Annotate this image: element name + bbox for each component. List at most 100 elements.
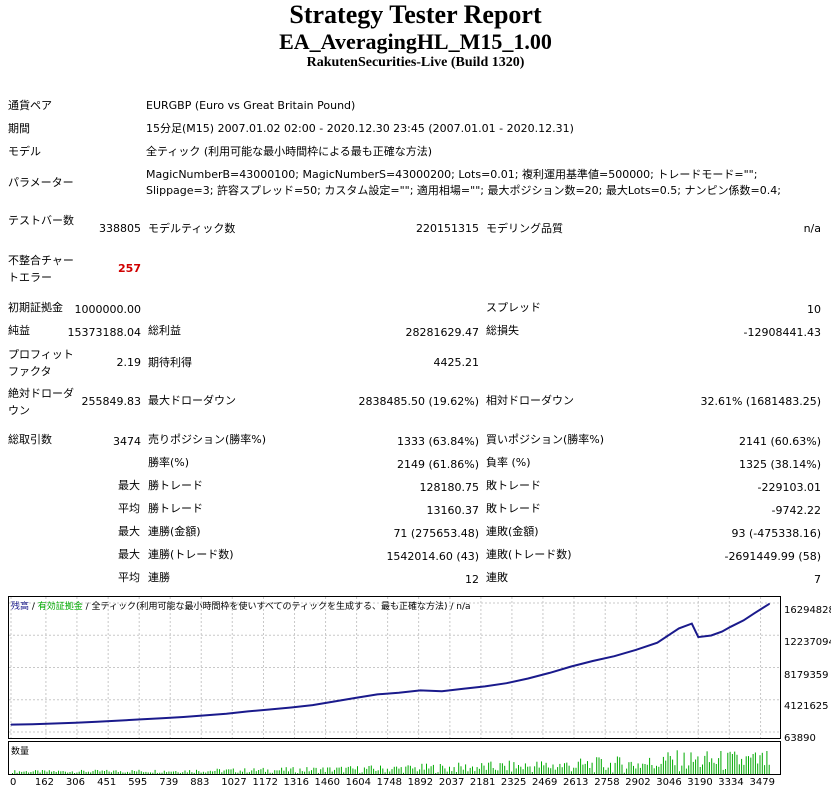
volume-bar [350, 766, 352, 774]
volume-bar [253, 768, 255, 774]
symbol-label: 通貨ペア [8, 99, 52, 112]
balance-point [182, 716, 184, 718]
volume-bar [292, 767, 294, 774]
volume-bar [469, 767, 471, 774]
volume-bar [260, 769, 262, 774]
max-drawdown-label: 最大ドローダウン [148, 394, 236, 407]
volume-bar [547, 767, 549, 774]
x-tick-label: 1892 [407, 777, 434, 788]
volume-bar [366, 768, 368, 774]
volume-bar [752, 754, 754, 774]
volume-bar [757, 763, 759, 774]
volume-bar [23, 771, 25, 774]
volume-bar [706, 751, 708, 774]
volume-bar [230, 769, 232, 774]
volume-bar [267, 769, 269, 774]
volume-bar [44, 770, 46, 774]
volume-bar [228, 769, 230, 774]
volume-bar [738, 764, 740, 774]
volume-bar [76, 772, 78, 774]
volume-bar [692, 761, 694, 774]
volume-bar [628, 762, 630, 774]
volume-bar [552, 764, 554, 774]
volume-bar [688, 765, 690, 774]
avg-loss-trade-label: 敗トレード [486, 502, 541, 515]
volume-bar [78, 771, 80, 774]
volume-bar [506, 770, 508, 774]
volume-bar [596, 757, 598, 774]
volume-bar [198, 771, 200, 774]
volume-bar [400, 767, 402, 774]
volume-bar [702, 764, 703, 774]
balance-point [355, 697, 357, 699]
volume-bar [299, 768, 301, 774]
volume-bar [322, 767, 324, 774]
volume-bar [35, 770, 36, 774]
loss-rate-label: 負率 (%) [486, 456, 531, 469]
volume-bar [122, 772, 124, 774]
volume-bar [421, 763, 423, 774]
volume-bar [69, 772, 71, 774]
volume-bar [214, 771, 216, 774]
volume-bar [12, 773, 13, 774]
volume-bar [186, 772, 188, 774]
volume-bar [603, 767, 605, 774]
volume-bar [725, 769, 726, 774]
volume-bar [658, 766, 660, 774]
volume-bar [278, 770, 280, 774]
volume-bar [476, 767, 478, 774]
volume-bar [357, 766, 358, 774]
deposit-label: 初期証拠金 [8, 301, 63, 314]
volume-bar [120, 771, 122, 774]
volume-bar [97, 770, 99, 774]
volume-bar [554, 769, 556, 774]
volume-bar [444, 768, 446, 774]
volume-bar [265, 771, 266, 774]
volume-bar [182, 772, 184, 774]
volume-bar [347, 766, 349, 774]
volume-bar [28, 772, 30, 774]
volume-bar [741, 758, 743, 774]
volume-bar [662, 756, 664, 774]
volume-bar [722, 769, 724, 774]
volume-bar [481, 763, 483, 774]
volume-bar [21, 771, 23, 774]
volume-bar [173, 771, 174, 774]
volume-bar [41, 770, 43, 774]
volume-bar [223, 770, 225, 774]
x-tick-label: 2469 [531, 777, 558, 788]
volume-bar [736, 754, 738, 774]
balance-point [96, 721, 98, 723]
volume-bar [377, 770, 379, 774]
volume-bar [633, 765, 634, 774]
volume-bar [156, 772, 158, 774]
volume-chart-svg [12, 750, 770, 774]
volume-bar [281, 767, 283, 774]
balance-point [570, 665, 572, 668]
volume-bar [766, 751, 768, 774]
volume-bar [734, 751, 736, 774]
volume-bar [536, 761, 538, 774]
ticks-label: モデルティック数 [148, 222, 236, 235]
volume-bar [170, 771, 172, 774]
volume-bar [232, 768, 234, 774]
x-tick-label: 3479 [749, 777, 775, 788]
volume-bar [672, 759, 674, 774]
volume-bar [407, 765, 409, 774]
volume-bar [262, 767, 264, 774]
x-tick-label: 3190 [687, 777, 713, 788]
long-positions-value: 2141 (60.63%) [738, 435, 821, 448]
max-loss-trade-label: 敗トレード [486, 479, 541, 492]
volume-bar [382, 768, 384, 774]
x-tick-label: 1316 [283, 777, 309, 788]
volume-bar [478, 768, 480, 774]
max-win-trade-value: 128180.75 [419, 481, 480, 494]
max-loss-trade-value: -229103.01 [757, 481, 821, 494]
chart-caption: 残高 / 有効証拠金 / 全ティック(利用可能な最小時間枠を使いすべてのティック… [11, 599, 471, 612]
balance-point [721, 630, 723, 633]
volume-bar [205, 772, 207, 774]
volume-bar [605, 769, 607, 774]
volume-bar [297, 773, 299, 774]
volume-bar [467, 771, 469, 774]
volume-bar [398, 768, 400, 774]
